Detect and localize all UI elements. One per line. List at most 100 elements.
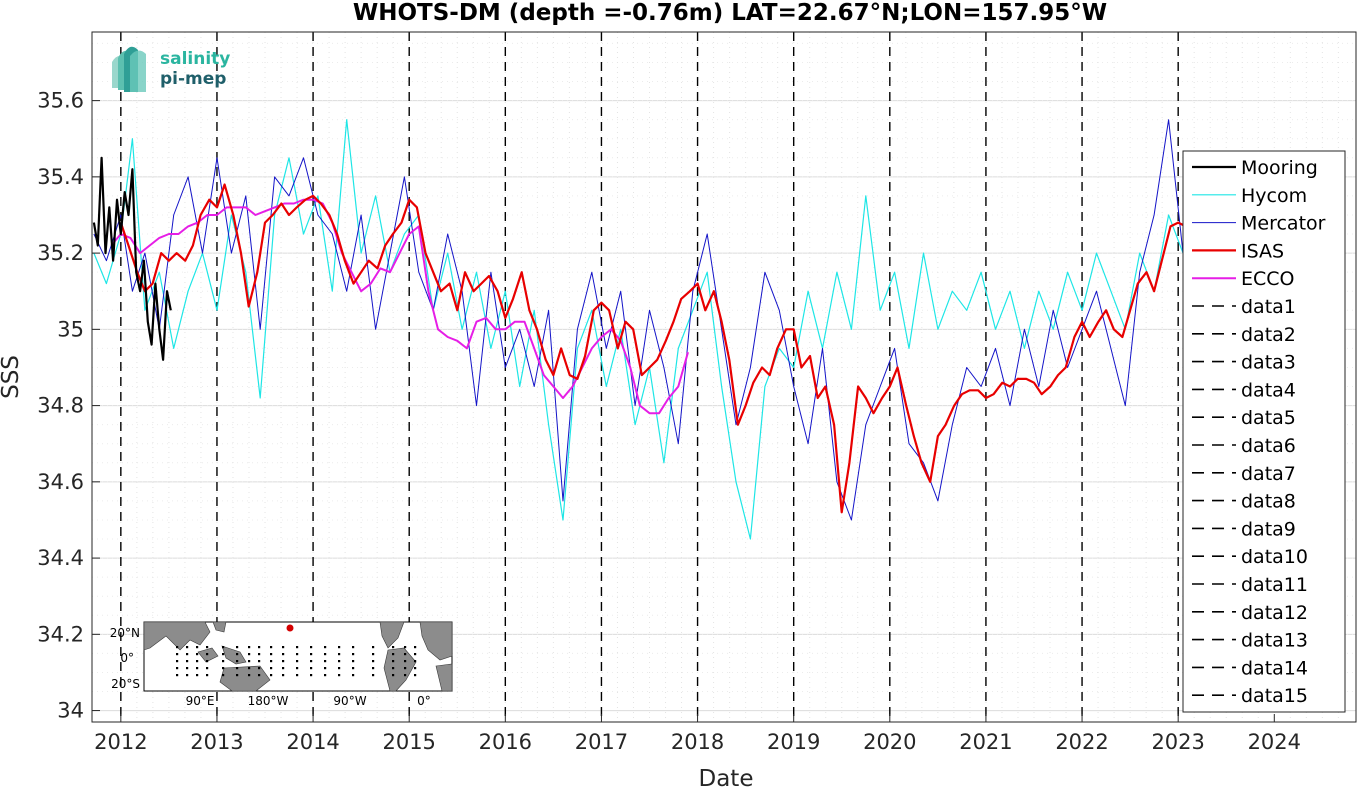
legend-entry-data6: data6: [1192, 435, 1296, 457]
mooring-dot: [186, 674, 189, 677]
mooring-dot: [258, 660, 261, 663]
mooring-dot: [222, 667, 225, 670]
mooring-dot: [310, 660, 313, 663]
mooring-dot: [282, 646, 285, 649]
x-axis-ticks: 2012 2013 2014 2015 2016 2017 2018 2019 2020 2021…: [94, 714, 1301, 754]
legend-entry-data8: data8: [1192, 491, 1296, 513]
mooring-dot: [236, 667, 239, 670]
mooring-dot: [196, 674, 199, 677]
salinity-pi-mep-logo: salinity pi-mep: [112, 46, 230, 92]
mooring-dot: [338, 667, 341, 670]
mooring-dot: [352, 646, 355, 649]
mooring-dot: [248, 646, 251, 649]
legend-label: data9: [1241, 518, 1296, 540]
series-ecco: [110, 198, 689, 415]
x-tick-label-4: 2016: [479, 730, 532, 754]
mooring-dot: [310, 646, 313, 649]
y-tick-label-3: 34.6: [37, 470, 84, 494]
legend-label: data4: [1241, 379, 1296, 401]
mooring-dot: [236, 674, 239, 677]
legend-label: data8: [1241, 491, 1296, 513]
mooring-dot: [338, 660, 341, 663]
mooring-dot: [258, 667, 261, 670]
mooring-dot: [392, 674, 395, 677]
series-mooring: [92, 156, 172, 361]
mooring-dot: [282, 653, 285, 656]
legend-entries: Mooring Hycom Mercator ISAS ECCO data1 data2 da…: [1192, 157, 1326, 707]
mooring-dot: [352, 653, 355, 656]
mooring-dot: [282, 660, 285, 663]
legend-label: Mooring: [1241, 157, 1318, 179]
legend-label: ECCO: [1241, 268, 1295, 290]
series-mercator: [93, 119, 1184, 521]
logo-text-line1: salinity: [160, 49, 230, 69]
legend-entry-data15: data15: [1192, 685, 1308, 707]
mooring-dot: [186, 660, 189, 663]
chart-title: WHOTS-DM (depth =-0.76m) LAT=22.67°N;LON…: [353, 0, 1107, 26]
legend-label: data6: [1241, 435, 1296, 457]
y-axis-label: SSS: [0, 355, 24, 399]
mooring-dot: [296, 674, 299, 677]
legend-label: Mercator: [1241, 213, 1326, 235]
mooring-dot: [338, 653, 341, 656]
inset-map-mooring-dots: [176, 646, 417, 677]
mooring-dot: [296, 667, 299, 670]
logo-text-line2: pi-mep: [160, 69, 226, 89]
y-tick-label-5: 35: [57, 317, 84, 341]
mooring-dot: [404, 667, 407, 670]
mooring-dot: [270, 674, 273, 677]
whots-station-marker: [286, 624, 294, 632]
mooring-dot: [270, 660, 273, 663]
mooring-dot: [372, 660, 375, 663]
mooring-dot: [270, 667, 273, 670]
mooring-dot: [206, 653, 209, 656]
y-tick-label-8: 35.6: [37, 89, 84, 113]
x-tick-label-3: 2015: [382, 730, 435, 754]
mooring-dot: [392, 646, 395, 649]
y-tick-label-0: 34: [57, 699, 84, 723]
mooring-dot: [176, 674, 179, 677]
inset-lat-label-20n: 20°N: [110, 626, 140, 640]
series-isas: [119, 183, 1187, 514]
x-tick-label-2: 2014: [286, 730, 339, 754]
mooring-dot: [196, 667, 199, 670]
y-tick-label-4: 34.8: [37, 394, 84, 418]
legend-entry-data10: data10: [1192, 546, 1308, 568]
legend-label: data2: [1241, 324, 1296, 346]
legend-label: data12: [1241, 602, 1308, 624]
station-location-inset-map: 20°N 0° 20°S 90°E 180°W 90°W 0°: [110, 621, 453, 708]
mooring-dot: [404, 660, 407, 663]
inset-lon-label-90e: 90°E: [186, 694, 215, 708]
year-dashed-lines: [120, 32, 1179, 722]
mooring-dot: [296, 646, 299, 649]
inset-lon-label-0: 0°: [417, 694, 431, 708]
mooring-dot: [404, 646, 407, 649]
legend-label: data14: [1241, 657, 1308, 679]
series-hycom: [93, 119, 1184, 540]
legend-entry-data4: data4: [1192, 379, 1296, 401]
mooring-dot: [414, 660, 417, 663]
mooring-dot: [258, 646, 261, 649]
legend-label: data13: [1241, 630, 1308, 652]
y-tick-label-2: 34.4: [37, 546, 84, 570]
mooring-dot: [404, 653, 407, 656]
legend-entry-data1: data1: [1192, 296, 1296, 318]
mooring-dot: [282, 674, 285, 677]
series-lines: [92, 119, 1187, 540]
inset-lon-label-180w: 180°W: [248, 694, 289, 708]
mooring-dot: [206, 674, 209, 677]
legend-entry-mercator: Mercator: [1192, 213, 1326, 235]
plot-frame: [91, 31, 1357, 723]
mooring-dot: [414, 674, 417, 677]
mooring-dot: [324, 660, 327, 663]
y-tick-label-6: 35.2: [37, 241, 84, 265]
mooring-dot: [236, 653, 239, 656]
legend-entry-hycom: Hycom: [1192, 185, 1307, 207]
legend-label: data1: [1241, 296, 1296, 318]
x-tick-label-1: 2013: [190, 730, 243, 754]
x-tick-label-7: 2019: [767, 730, 820, 754]
mooring-dot: [310, 667, 313, 670]
mooring-dot: [296, 660, 299, 663]
mooring-dot: [352, 674, 355, 677]
